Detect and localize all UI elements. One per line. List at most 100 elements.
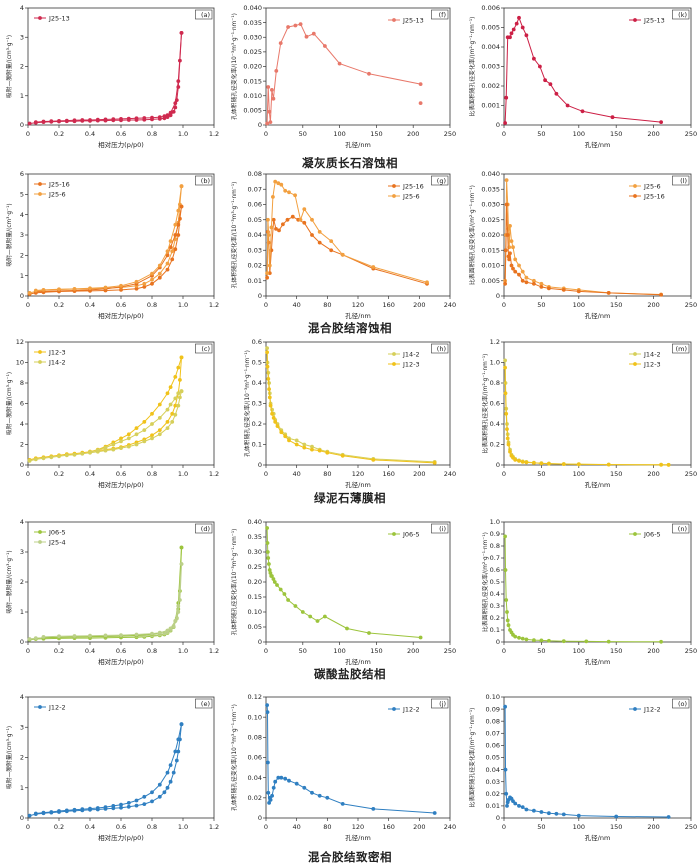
data-point	[265, 541, 270, 545]
y-tick-label: 0.06	[248, 754, 262, 762]
data-point	[150, 422, 154, 426]
chart-o: 0 50 100 150 200 250 0 0.01 0.02 0.03 0.04 0.05 0.06…	[468, 693, 697, 842]
legend-label: J25-13	[48, 14, 70, 22]
data-point	[511, 799, 515, 803]
data-point	[176, 403, 181, 408]
x-axis-label: 相对压力(p/p0)	[98, 140, 144, 149]
data-point	[95, 448, 100, 452]
data-point	[614, 814, 619, 819]
data-point	[173, 403, 178, 408]
panel-label-box	[431, 175, 449, 186]
data-point	[103, 117, 108, 122]
data-point	[142, 420, 147, 424]
data-point	[517, 635, 521, 640]
data-point	[126, 432, 131, 437]
data-point	[170, 257, 175, 262]
legend-marker	[38, 530, 42, 534]
y-tick-label: 0.035	[481, 185, 500, 193]
y-tick-label: 0.4	[490, 420, 500, 428]
y-tick-label: 0	[20, 814, 24, 822]
data-point	[119, 117, 123, 121]
series-line	[504, 360, 669, 466]
data-point	[157, 782, 162, 787]
data-point	[165, 261, 170, 266]
y-tick-label: 0.4	[252, 379, 262, 387]
data-point	[503, 281, 507, 286]
series-line	[266, 216, 428, 285]
data-point	[310, 790, 314, 795]
legend-label: J06-5	[643, 530, 661, 538]
legend-marker	[633, 352, 637, 356]
x-tick-label: 0	[502, 470, 506, 478]
y-tick-label: 0.010	[481, 262, 500, 270]
data-point	[165, 628, 170, 633]
y-tick-label: 0.5	[490, 578, 500, 586]
x-tick-label: 50	[537, 823, 545, 831]
legend-label: J14-2	[48, 358, 66, 366]
y-tick-label: 0	[496, 292, 500, 300]
x-axis-label: 孔径/nm	[585, 657, 611, 666]
data-point	[561, 462, 566, 466]
data-point	[580, 109, 585, 114]
data-point	[173, 247, 178, 252]
data-point	[666, 815, 671, 819]
panel-label-box	[672, 343, 690, 354]
legend-label: J25-13	[402, 16, 424, 24]
x-tick-label: 150	[610, 823, 622, 831]
y-tick-label: 1	[20, 272, 24, 280]
y-tick-label: 4	[20, 4, 24, 12]
x-tick-label: 250	[685, 823, 697, 831]
series-line	[266, 527, 421, 638]
data-point	[266, 760, 270, 765]
data-point	[513, 634, 518, 639]
data-point	[126, 801, 131, 805]
y-tick-label: 0.30	[248, 548, 262, 556]
data-point	[539, 461, 544, 466]
x-tick-label: 0	[502, 130, 506, 138]
y-tick-label: 0.05	[248, 623, 262, 631]
data-point	[524, 280, 529, 285]
data-point	[150, 433, 154, 438]
data-point	[119, 802, 123, 807]
y-axis-label: 孔体积随孔径变化率/(10⁻³m³·g⁻¹·nm⁻¹)	[230, 704, 238, 811]
data-point	[302, 442, 307, 447]
x-tick-label: 0	[264, 823, 268, 831]
x-tick-label: 0.2	[54, 301, 64, 309]
data-point	[119, 633, 123, 637]
series-line	[35, 724, 182, 814]
data-point	[170, 420, 175, 424]
data-point	[276, 181, 281, 186]
legend-marker	[38, 705, 42, 709]
x-tick-label: 250	[685, 130, 697, 138]
data-point	[80, 118, 85, 122]
x-axis-label: 孔径/nm	[585, 480, 611, 489]
data-point	[170, 249, 175, 254]
legend-marker	[633, 362, 637, 366]
panel-label-box	[431, 343, 449, 354]
series-line	[504, 367, 669, 466]
data-point	[517, 804, 521, 808]
y-tick-label: 0.09	[486, 705, 500, 713]
legend-label: J25-4	[48, 538, 66, 546]
data-point	[142, 428, 147, 432]
x-axis-label: 相对压力(p/p0)	[98, 657, 144, 666]
data-point	[64, 118, 69, 123]
data-point	[267, 801, 271, 805]
x-tick-label: 100	[573, 301, 585, 309]
data-point	[539, 810, 544, 814]
y-tick-label: 0.035	[243, 19, 262, 27]
y-tick-label: 0.10	[248, 608, 262, 616]
data-point	[547, 286, 551, 291]
data-point	[281, 222, 285, 227]
x-tick-label: 0.6	[116, 301, 126, 309]
data-point	[64, 453, 69, 458]
data-point	[173, 233, 178, 237]
x-tick-label: 250	[685, 470, 697, 478]
legend-marker	[633, 194, 637, 198]
data-point	[111, 117, 116, 122]
plot-frame	[503, 696, 692, 819]
x-tick-label: 100	[333, 647, 345, 655]
data-point	[269, 225, 274, 230]
x-tick-label: 240	[444, 470, 456, 478]
data-point	[72, 807, 77, 812]
